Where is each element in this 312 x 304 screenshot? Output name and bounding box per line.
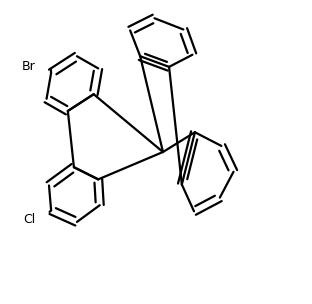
Text: Cl: Cl (24, 213, 36, 226)
Text: Br: Br (22, 60, 36, 73)
